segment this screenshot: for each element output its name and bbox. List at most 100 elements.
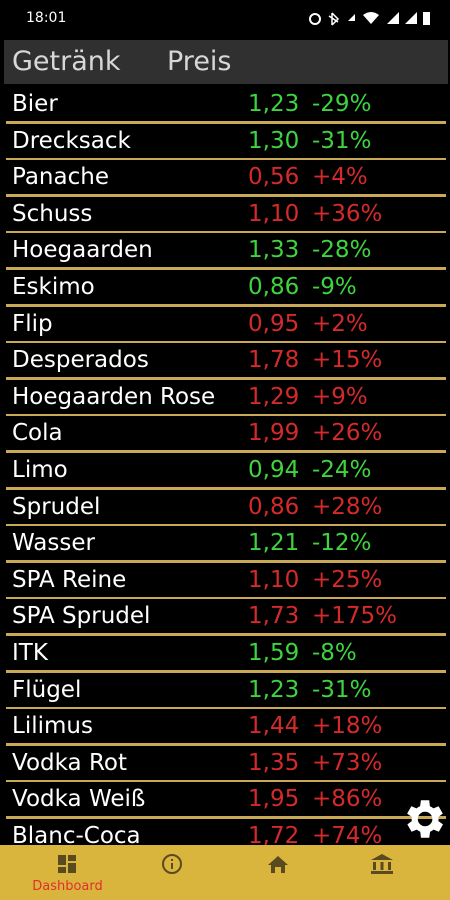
drink-price: 1,73 <box>248 603 300 630</box>
price-change: +175% <box>312 603 398 630</box>
drink-price: 1,95 <box>248 786 300 813</box>
drink-row: Schuss 1,10 +36% <box>0 198 450 235</box>
settings-button[interactable] <box>398 794 448 844</box>
drink-price: 1,44 <box>248 713 300 740</box>
row-divider <box>6 779 446 783</box>
row-divider <box>6 450 446 453</box>
bank-icon[interactable] <box>371 854 393 874</box>
row-divider <box>6 304 446 307</box>
drink-price: 0,86 <box>248 274 300 300</box>
price-change: +36% <box>312 200 383 227</box>
row-divider <box>6 340 446 344</box>
drink-price: 1,72 <box>248 823 300 845</box>
price-change: -31% <box>312 676 372 703</box>
row-divider <box>6 633 446 636</box>
drink-price: 1,99 <box>248 420 300 447</box>
row-divider <box>6 487 446 490</box>
price-change: -9% <box>312 274 357 300</box>
drink-price: 1,59 <box>248 640 300 666</box>
row-divider <box>6 267 446 270</box>
price-change: +15% <box>312 347 383 374</box>
drink-name: Flügel <box>12 676 82 703</box>
drink-name: Bier <box>12 91 58 117</box>
drink-price: 1,21 <box>248 530 300 557</box>
price-change: +26% <box>312 420 383 447</box>
clock: 18:01 <box>26 10 67 26</box>
price-change: -12% <box>312 530 372 557</box>
status-bar: 18:01 <box>0 0 450 38</box>
drink-name: SPA Reine <box>12 566 127 593</box>
drink-name: Eskimo <box>12 274 95 300</box>
drink-price: 1,29 <box>248 383 300 410</box>
row-divider <box>6 194 446 197</box>
drink-row: Panache 0,56 +4% <box>0 161 450 198</box>
row-divider <box>6 706 446 710</box>
drink-price: 0,94 <box>248 457 300 483</box>
drink-row: Hoegaarden 1,33 -28% <box>0 234 450 271</box>
drink-name: Drecksack <box>12 127 131 154</box>
row-divider <box>6 413 446 417</box>
drink-row: Wasser 1,21 -12% <box>0 527 450 564</box>
drink-name: Blanc-Coca <box>12 823 141 845</box>
drink-row: Desperados 1,78 +15% <box>0 344 450 381</box>
drink-name: Flip <box>12 310 53 337</box>
price-change: +74% <box>312 823 383 845</box>
drink-price: 1,10 <box>248 200 300 227</box>
row-divider <box>6 670 446 673</box>
info-icon[interactable] <box>162 854 182 874</box>
drink-price: 1,23 <box>248 91 300 117</box>
drink-name: Vodka Rot <box>12 749 127 776</box>
drink-name: Limo <box>12 457 68 483</box>
drink-price: 0,56 <box>248 164 300 191</box>
drink-price: 1,33 <box>248 237 300 264</box>
drink-name: Schuss <box>12 200 93 227</box>
row-divider <box>6 377 446 380</box>
drink-list: Bier 1,23 -29% Drecksack 1,30 -31% Panache 0,56… <box>0 88 450 845</box>
drink-name: Hoegaarden Rose <box>12 383 216 410</box>
price-change: -24% <box>312 457 372 483</box>
price-change: +25% <box>312 566 383 593</box>
drink-row: Eskimo 0,86 -9% <box>0 271 450 308</box>
column-header: Getränk <box>12 46 121 77</box>
price-change: +86% <box>312 786 383 813</box>
drink-row: Vodka Rot 1,35 +73% <box>0 747 450 784</box>
drink-name: Hoegaarden <box>12 237 153 264</box>
price-change: +73% <box>312 749 383 776</box>
drink-price: 1,78 <box>248 347 300 374</box>
price-change: -28% <box>312 237 372 264</box>
price-change: +4% <box>312 164 368 191</box>
drink-row: SPA Reine 1,10 +25% <box>0 564 450 601</box>
row-divider <box>6 743 446 746</box>
drink-row: SPA Sprudel 1,73 +175% <box>0 600 450 637</box>
drink-price: 0,86 <box>248 493 300 520</box>
home-icon[interactable] <box>268 856 288 873</box>
drink-row: Bier 1,23 -29% <box>0 88 450 125</box>
nav-label[interactable]: Dashboard <box>32 879 103 894</box>
drink-name: Cola <box>12 420 63 447</box>
price-change: +2% <box>312 310 368 337</box>
drink-row: Flügel 1,23 -31% <box>0 674 450 711</box>
drink-name: Wasser <box>12 530 95 557</box>
row-divider <box>6 523 446 527</box>
drink-row: Vodka Weiß 1,95 +86% <box>0 783 450 820</box>
row-divider <box>6 230 446 234</box>
drink-row: Drecksack 1,30 -31% <box>0 125 450 162</box>
drink-name: Lilimus <box>12 713 93 740</box>
dashboard-icon[interactable] <box>58 855 76 873</box>
row-divider <box>6 121 446 124</box>
bottom-nav: Dashboard <box>0 845 450 900</box>
drink-name: Panache <box>12 164 109 191</box>
row-divider <box>6 596 446 600</box>
drink-price: 0,95 <box>248 310 300 337</box>
table-header: Getränk Preis <box>4 40 448 84</box>
drink-name: Vodka Weiß <box>12 786 146 813</box>
drink-row: Cola 1,99 +26% <box>0 417 450 454</box>
drink-row: Limo 0,94 -24% <box>0 454 450 491</box>
nav-icons <box>58 854 393 874</box>
drink-row: Flip 0,95 +2% <box>0 308 450 345</box>
price-change: -31% <box>312 127 372 154</box>
drink-name: ITK <box>12 640 48 666</box>
row-divider <box>6 157 446 161</box>
price-change: -29% <box>312 91 372 117</box>
